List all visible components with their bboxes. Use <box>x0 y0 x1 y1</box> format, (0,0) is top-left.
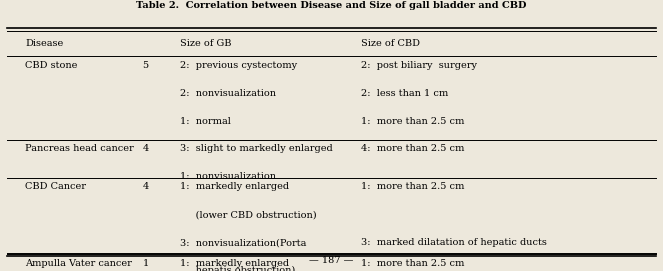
Text: Ampulla Vater cancer: Ampulla Vater cancer <box>25 259 132 268</box>
Text: 5: 5 <box>143 61 149 70</box>
Text: 1: 1 <box>143 259 149 268</box>
Text: 1:  nonvisualization: 1: nonvisualization <box>180 172 276 181</box>
Text: Disease: Disease <box>25 39 64 48</box>
Text: 3:  slight to markedly enlarged: 3: slight to markedly enlarged <box>180 144 333 153</box>
Text: 1:  markedly enlarged: 1: markedly enlarged <box>180 259 290 268</box>
Text: CBD Cancer: CBD Cancer <box>25 182 86 191</box>
Text: 1:  more than 2.5 cm: 1: more than 2.5 cm <box>361 259 465 268</box>
Text: 2:  post biliary  surgery: 2: post biliary surgery <box>361 61 477 70</box>
Text: 3:  marked dilatation of hepatic ducts: 3: marked dilatation of hepatic ducts <box>361 238 547 247</box>
Text: 1:  normal: 1: normal <box>180 117 231 126</box>
Text: Size of GB: Size of GB <box>180 39 232 48</box>
Text: Pancreas head cancer: Pancreas head cancer <box>25 144 134 153</box>
Text: 4: 4 <box>143 182 149 191</box>
Text: 3:  nonvisualization(Porta: 3: nonvisualization(Porta <box>180 238 307 247</box>
Text: 1:  markedly enlarged: 1: markedly enlarged <box>180 182 290 191</box>
Text: 1:  more than 2.5 cm: 1: more than 2.5 cm <box>361 117 465 126</box>
Text: 2:  nonvisualization: 2: nonvisualization <box>180 89 276 98</box>
Text: 4:  more than 2.5 cm: 4: more than 2.5 cm <box>361 144 465 153</box>
Text: 2:  less than 1 cm: 2: less than 1 cm <box>361 89 449 98</box>
Text: 1:  more than 2.5 cm: 1: more than 2.5 cm <box>361 182 465 191</box>
Text: Size of CBD: Size of CBD <box>361 39 420 48</box>
Text: hepatis obstruction): hepatis obstruction) <box>180 266 296 271</box>
Text: 4: 4 <box>143 144 149 153</box>
Text: 2:  previous cystectomy: 2: previous cystectomy <box>180 61 298 70</box>
Text: — 187 —: — 187 — <box>310 256 353 265</box>
Text: CBD stone: CBD stone <box>25 61 78 70</box>
Text: (lower CBD obstruction): (lower CBD obstruction) <box>180 210 317 219</box>
Text: Table 2.  Correlation between Disease and Size of gall bladder and CBD: Table 2. Correlation between Disease and… <box>137 1 526 10</box>
